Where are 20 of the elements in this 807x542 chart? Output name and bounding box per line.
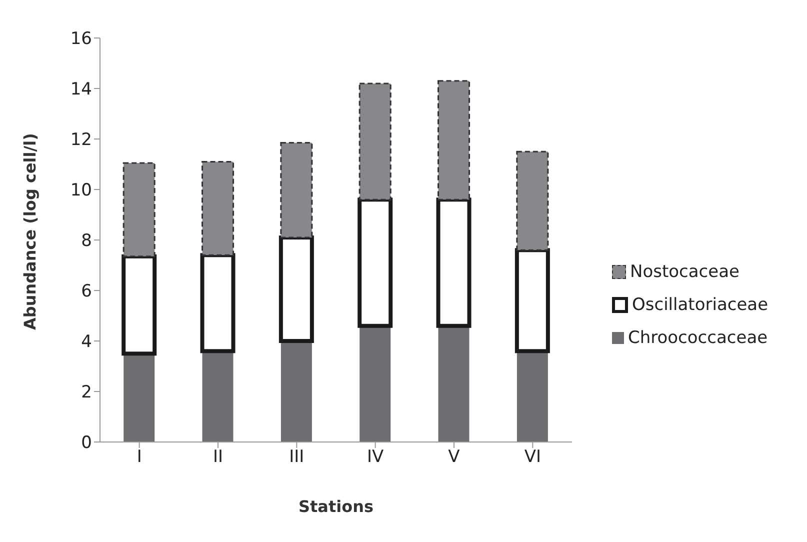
y-tick-label: 16 [70, 29, 92, 50]
x-tick-label: VI [524, 447, 541, 468]
legend-label: Nostocaceae [630, 262, 740, 282]
y-tick-label: 6 [81, 282, 92, 302]
x-axis-title: Stations [298, 497, 374, 516]
y-tick-label: 8 [81, 231, 92, 252]
y-tick-label: 2 [81, 382, 92, 403]
legend-label: Chroococcaceae [628, 328, 768, 348]
y-tick-label: 14 [70, 80, 92, 100]
legend-label: Oscillatoriaceae [632, 294, 768, 314]
x-tick-label: V [448, 447, 460, 468]
y-tick-label: 0 [81, 433, 92, 454]
x-tick-label: IV [367, 447, 384, 468]
x-tick-label: III [289, 447, 304, 468]
y-tick-label: 4 [81, 332, 92, 352]
y-axis-title: Abundance (log cell/l) [20, 133, 40, 330]
y-tick-label: 10 [70, 180, 92, 201]
x-tick-label: I [136, 447, 142, 468]
y-tick-label: 12 [70, 130, 92, 150]
x-tick-label: II [212, 447, 224, 468]
